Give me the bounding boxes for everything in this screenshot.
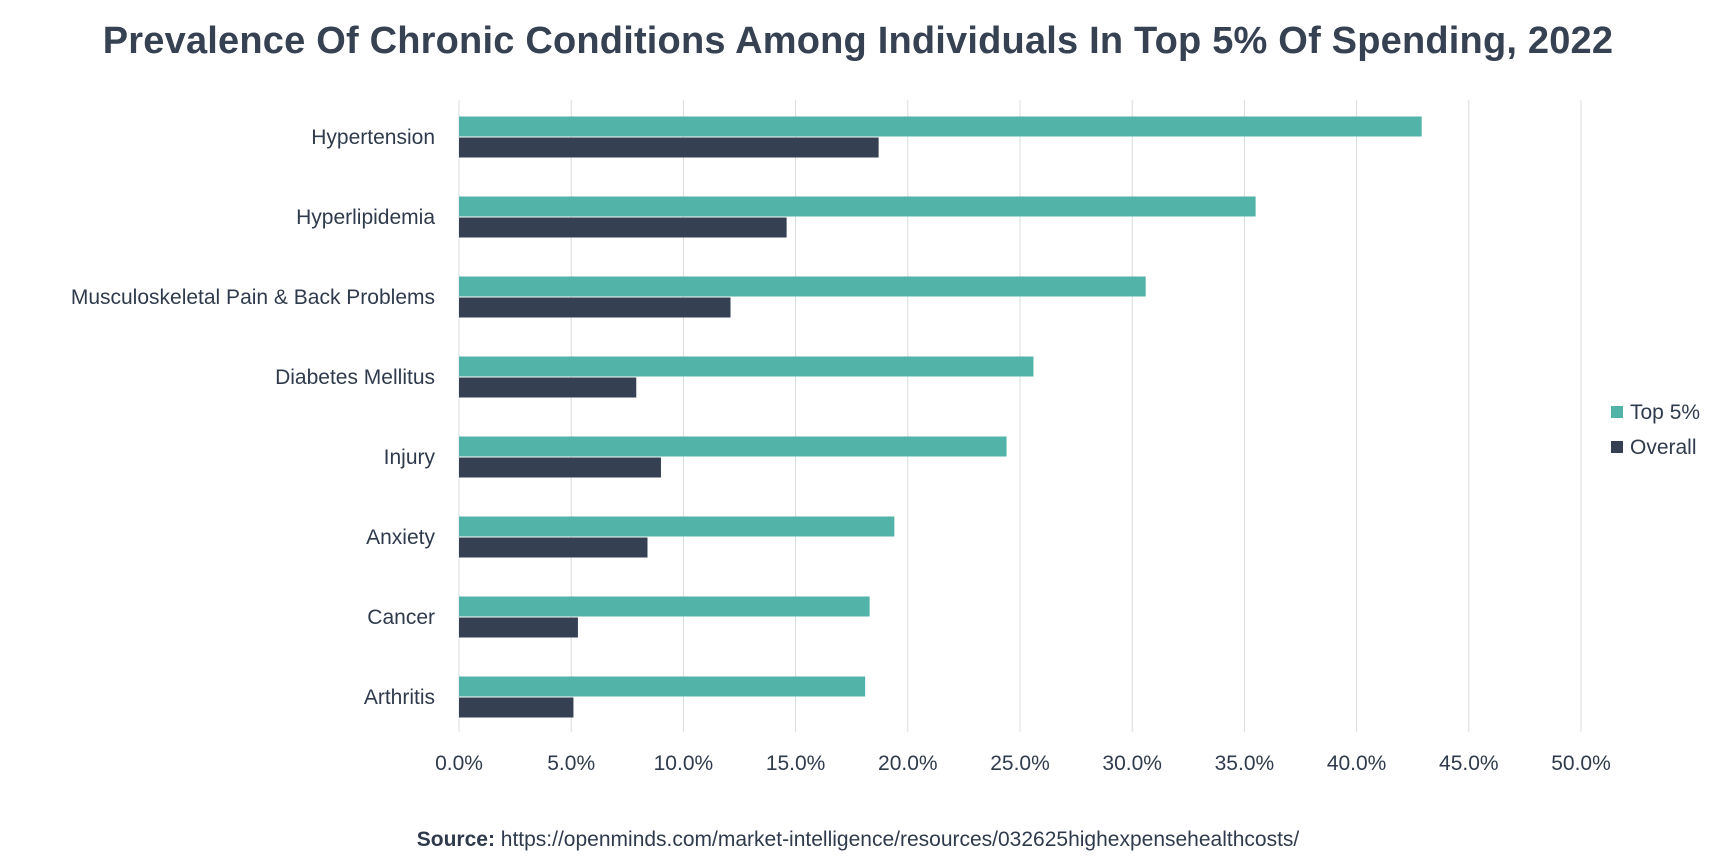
bar-top5 (459, 596, 870, 617)
bar-overall (459, 697, 574, 718)
x-tick-label: 50.0% (1551, 752, 1611, 775)
legend-swatch-top5 (1611, 406, 1623, 418)
bar-overall (459, 137, 879, 158)
bar-overall (459, 537, 648, 558)
bar-top5 (459, 276, 1146, 297)
category-label: Hyperlipidemia (296, 206, 435, 229)
category-label: Injury (384, 446, 436, 469)
bar-top5 (459, 196, 1256, 217)
chart-title: Prevalence Of Chronic Conditions Among I… (102, 20, 1614, 62)
category-label: Hypertension (311, 126, 435, 149)
category-label: Diabetes Mellitus (275, 366, 435, 389)
x-tick-label: 10.0% (654, 752, 714, 775)
bar-top5 (459, 436, 1007, 457)
x-tick-label: 45.0% (1439, 752, 1499, 775)
legend-label-overall: Overall (1630, 436, 1697, 459)
bar-top5 (459, 516, 895, 537)
source-line: Source: https://openminds.com/market-int… (0, 828, 1716, 852)
x-tick-label: 30.0% (1102, 752, 1162, 775)
legend-swatch-overall (1611, 441, 1623, 453)
bar-top5 (459, 116, 1422, 137)
category-label: Anxiety (366, 526, 435, 549)
x-tick-label: 15.0% (766, 752, 826, 775)
bar-overall (459, 377, 637, 398)
bar-overall (459, 297, 731, 318)
category-labels: Hypertension Hyperlipidemia Musculoskeleta… (71, 126, 436, 709)
x-axis-ticks: 0.0% 5.0% 10.0% 15.0% 20.0% 25.0% 30.0% 35.0% 40… (435, 752, 1611, 775)
x-tick-label: 5.0% (547, 752, 595, 775)
category-label: Arthritis (364, 686, 435, 709)
source-url: https://openminds.com/market-intelligenc… (500, 828, 1300, 851)
bars (459, 116, 1422, 718)
x-tick-label: 40.0% (1327, 752, 1387, 775)
x-tick-label: 0.0% (435, 752, 483, 775)
x-tick-label: 25.0% (990, 752, 1050, 775)
source-label: Source: (416, 828, 495, 851)
category-label: Cancer (367, 606, 435, 629)
bar-top5 (459, 676, 866, 697)
bar-overall (459, 217, 787, 238)
bar-overall (459, 617, 578, 638)
x-tick-label: 20.0% (878, 752, 938, 775)
legend-label-top5: Top 5% (1630, 401, 1700, 424)
category-label: Musculoskeletal Pain & Back Problems (71, 286, 435, 309)
bar-top5 (459, 356, 1034, 377)
gridlines (458, 100, 1582, 732)
x-tick-label: 35.0% (1215, 752, 1275, 775)
bar-overall (459, 457, 661, 478)
legend: Top 5% Overall (1611, 401, 1700, 459)
